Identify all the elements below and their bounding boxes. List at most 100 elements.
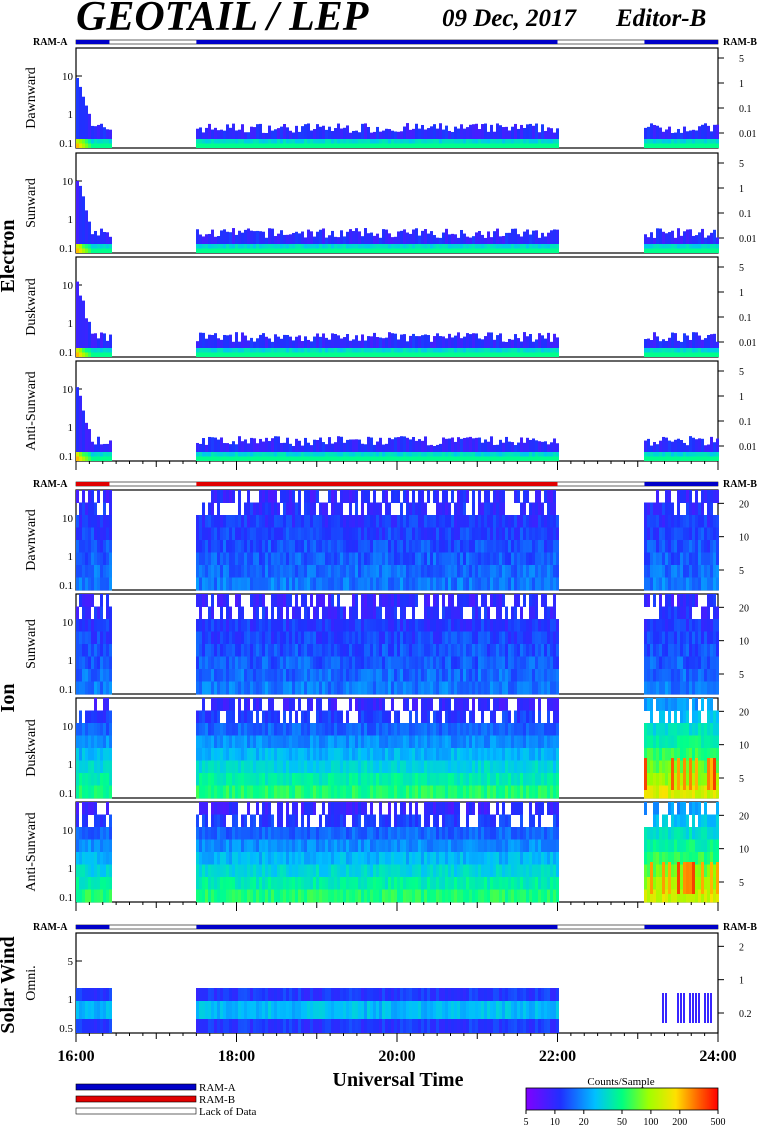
spectrogram-column-core xyxy=(322,352,325,357)
spectrogram-cell xyxy=(460,619,463,632)
spectrogram-column-core xyxy=(235,456,238,461)
spectrogram-column-core xyxy=(650,352,653,357)
spectrogram-cell xyxy=(427,515,430,528)
spectrogram-cell xyxy=(250,773,253,786)
spectrogram-cell xyxy=(481,681,484,695)
spectrogram-cell xyxy=(409,502,412,516)
spectrogram-column xyxy=(268,441,271,461)
spectrogram-cell xyxy=(445,565,448,578)
spectrogram-cell xyxy=(319,644,322,657)
spectrogram-cell xyxy=(457,681,460,695)
spectrogram-cell xyxy=(91,565,94,578)
spectrogram-cell xyxy=(695,552,698,566)
spectrogram-cell xyxy=(214,527,217,541)
spectrogram-column-core xyxy=(91,248,94,253)
spectrogram-cell xyxy=(88,540,91,553)
spectrogram-column-core xyxy=(532,248,535,253)
y2-tick-label: 5 xyxy=(739,159,744,170)
spectrogram-column-core xyxy=(379,352,382,357)
spectrogram-cell xyxy=(397,710,400,724)
spectrogram-cell xyxy=(704,490,707,503)
spectrogram-cell xyxy=(322,748,325,761)
spectrogram-cell xyxy=(103,577,106,591)
spectrogram-cell xyxy=(352,631,355,645)
spectrogram-cell xyxy=(343,552,346,566)
spectrogram-cell xyxy=(340,773,343,786)
spectrogram-cell xyxy=(304,540,307,553)
spectrogram-column xyxy=(376,233,379,253)
spectrogram-cell xyxy=(310,735,313,749)
spectrogram-column-core xyxy=(710,248,713,253)
y2-tick-label: 0.1 xyxy=(739,104,752,115)
spectrogram-cell xyxy=(683,515,686,528)
spectrogram-cell xyxy=(520,515,523,528)
spectrogram-cell xyxy=(214,631,217,645)
spectrogram-column-core xyxy=(556,456,559,461)
spectrogram-cell xyxy=(517,619,520,632)
spectrogram-cell xyxy=(223,577,226,591)
spectrogram-cell xyxy=(469,527,472,541)
spectrogram-cell xyxy=(322,502,325,516)
spectrogram-cell xyxy=(232,748,235,761)
spectrogram-cell xyxy=(520,681,523,695)
spectrogram-column xyxy=(659,440,662,461)
spectrogram-cell xyxy=(301,577,304,591)
spectrogram-column xyxy=(653,124,656,148)
spectrogram-cell xyxy=(698,527,701,541)
spectrogram-column-core xyxy=(391,248,394,253)
spectrogram-cell xyxy=(94,735,97,749)
spectrogram-cell xyxy=(355,681,358,695)
spectrogram-cell xyxy=(313,515,316,528)
spectrogram-cell xyxy=(97,619,100,632)
spectrogram-column xyxy=(79,185,82,253)
spectrogram-cell xyxy=(316,760,319,774)
spectrogram-cell xyxy=(361,698,364,711)
spectrogram-cell xyxy=(262,723,265,736)
spectrogram-cell xyxy=(202,577,205,591)
spectrogram-column-core xyxy=(328,352,331,357)
spectrogram-column-core xyxy=(502,143,505,148)
spectrogram-column xyxy=(674,439,677,461)
spectrogram-cell xyxy=(196,669,199,682)
spectrogram-cell xyxy=(103,710,106,724)
spectrogram-cell xyxy=(358,748,361,761)
spectrogram-column xyxy=(232,228,235,253)
spectrogram-cell xyxy=(208,577,211,591)
spectrogram-cell xyxy=(674,644,677,657)
spectrogram-cell xyxy=(454,669,457,682)
spectrogram-cell xyxy=(683,527,686,541)
spectrogram-cell xyxy=(412,565,415,578)
spectrogram-cell xyxy=(665,577,668,591)
spectrogram-cell xyxy=(382,552,385,566)
spectrogram-cell xyxy=(208,606,211,620)
spectrogram-cell xyxy=(76,527,79,541)
spectrogram-cell xyxy=(436,644,439,657)
spectrogram-cell xyxy=(698,540,701,553)
spectrogram-cell xyxy=(367,577,370,591)
spectrogram-column-core xyxy=(484,352,487,357)
spectrogram-cell xyxy=(653,656,656,670)
spectrogram-cell xyxy=(463,515,466,528)
spectrogram-cell xyxy=(472,527,475,541)
spectrogram-cell xyxy=(91,669,94,682)
spectrogram-column-core xyxy=(349,456,352,461)
spectrogram-cell xyxy=(226,723,229,736)
spectrogram-column-core xyxy=(538,456,541,461)
spectrogram-column-core xyxy=(292,248,295,253)
spectrogram-cell xyxy=(319,502,322,516)
spectrogram-cell xyxy=(412,527,415,541)
spectrogram-cell xyxy=(358,540,361,553)
spectrogram-cell xyxy=(274,748,277,761)
spectrogram-column-core xyxy=(202,456,205,461)
spectrogram-cell xyxy=(674,681,677,695)
spectrogram-cell xyxy=(289,760,292,774)
spectrogram-column xyxy=(695,439,698,461)
spectrogram-column-core xyxy=(484,248,487,253)
spectrogram-cell xyxy=(550,681,553,695)
spectrogram-column xyxy=(313,336,316,357)
spectrogram-column-core xyxy=(436,352,439,357)
spectrogram-cell xyxy=(451,606,454,620)
spectrogram-cell xyxy=(310,748,313,761)
spectrogram-column-core xyxy=(376,456,379,461)
spectrogram-cell xyxy=(208,710,211,724)
